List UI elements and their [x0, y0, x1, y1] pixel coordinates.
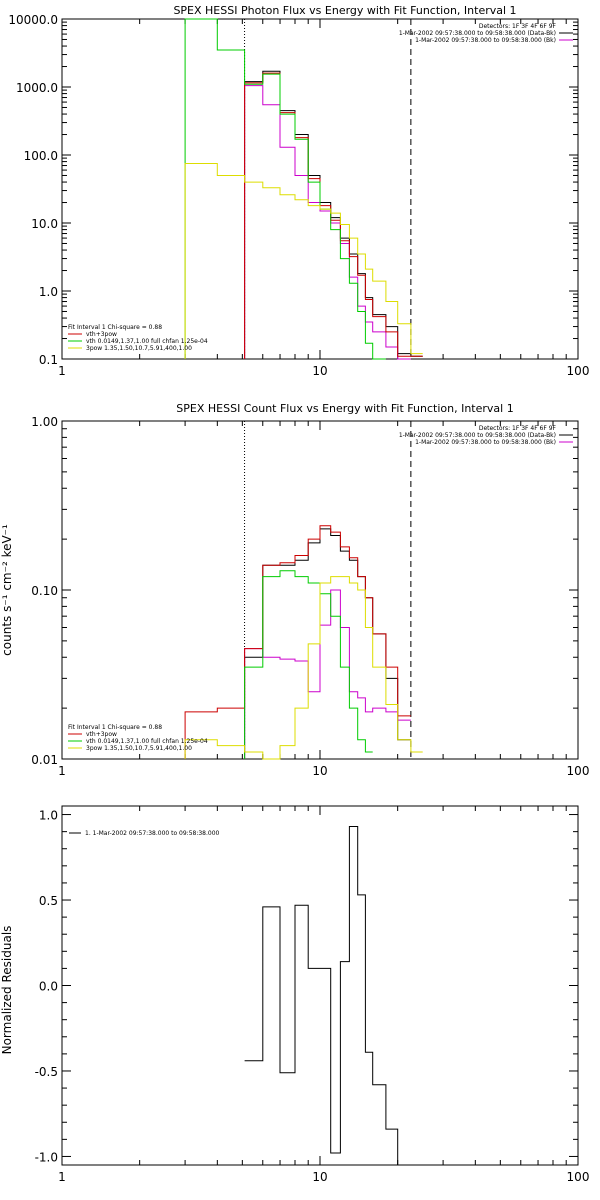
legend-entry-text: 1-Mar-2002 09:57:38.000 to 09:58:38.000 …: [399, 432, 556, 439]
y-tick-label: 0.5: [39, 894, 58, 908]
series-line-3pow: [184, 163, 423, 359]
x-tick-label: 1: [58, 1170, 66, 1184]
y-tick-label: 0.01: [31, 753, 58, 767]
x-tick-label: 10: [312, 764, 327, 778]
chart-title: SPEX HESSI Photon Flux vs Energy with Fi…: [173, 4, 516, 17]
y-tick-label: 0.10: [31, 584, 58, 598]
photon-flux-panel: SPEX HESSI Photon Flux vs Energy with Fi…: [8, 4, 589, 378]
plot-frame: [61, 805, 579, 1166]
y-axis-label: Normalized Residuals: [0, 926, 14, 1055]
x-tick-label: 100: [567, 764, 590, 778]
legend-entry-text: vth+3pow: [86, 331, 117, 338]
series-line-data-bk: [244, 70, 423, 359]
y-tick-label: 0.0: [39, 980, 58, 994]
residuals-panel: Normalized Residuals 1 10 100 -1.0 -0.5 0.0 0.…: [0, 805, 590, 1184]
legend-entry-text: 3pow 1.35,1.50,10.7,5.91,400,1.00: [86, 745, 192, 752]
y-tick-label: 1.0: [39, 809, 58, 823]
y-tick-label: -1.0: [35, 1150, 58, 1164]
y-tick-label: -0.5: [35, 1065, 58, 1079]
x-tick-label: 1: [58, 764, 66, 778]
y-tick-label: 1.0: [39, 285, 58, 299]
legend-header: Fit Interval 1 Chi-square = 0.88: [68, 324, 162, 331]
y-tick-label: 0.1: [39, 353, 58, 367]
legend-entry-text: vth+3pow: [86, 731, 117, 738]
y-tick-label: 1000.0: [16, 81, 58, 95]
legend-entry-text: vth 0.0149,1.37,1.00 full chfan 1.25e-04: [86, 338, 208, 345]
legend-entry-text: 1-Mar-2002 09:57:38.000 to 09:58:38.000 …: [415, 37, 556, 44]
chart-title: SPEX HESSI Count Flux vs Energy with Fit…: [176, 402, 513, 415]
x-tick-label: 100: [567, 1170, 590, 1184]
legend-entry-text: Detectors: 1F 3F 4F 6F 9F: [479, 23, 557, 30]
y-tick-label: 10.0: [31, 217, 58, 231]
y-tick-label: 100.0: [24, 149, 58, 163]
legend-entry-text: 1. 1-Mar-2002 09:57:38.000 to 09:58:38.0…: [85, 830, 220, 837]
y-tick-label: 10000.0: [8, 13, 58, 27]
series-line-bk: [244, 589, 411, 759]
x-tick-label: 10: [312, 1170, 327, 1184]
legend-entry-text: Detectors: 1F 3F 4F 6F 9F: [479, 425, 557, 432]
x-tick-label: 10: [312, 364, 327, 378]
x-tick-label: 100: [567, 364, 590, 378]
y-axis-label: counts s⁻¹ cm⁻² keV⁻¹: [0, 524, 14, 656]
y-tick-label: 1.00: [31, 415, 58, 429]
series-line-vth-3pow: [184, 525, 411, 759]
legend-entry-text: 1-Mar-2002 09:57:38.000 to 09:58:38.000 …: [399, 30, 556, 37]
series-line-3pow: [184, 576, 423, 760]
series-line-vth-3pow: [244, 72, 423, 359]
legend-entry-text: vth 0.0149,1.37,1.00 full chfan 1.25e-04: [86, 738, 208, 745]
legend-entry-text: 3pow 1.35,1.50,10.7,5.91,400,1.00: [86, 345, 192, 352]
count-flux-panel: SPEX HESSI Count Flux vs Energy with Fit…: [0, 402, 589, 778]
legend-entry-text: 1-Mar-2002 09:57:38.000 to 09:58:38.000 …: [415, 439, 556, 446]
x-tick-label: 1: [58, 364, 66, 378]
series-line-1-1-mar-2002-09-57-38-000-to-09-58-38-000: [244, 826, 411, 1166]
legend-header: Fit Interval 1 Chi-square = 0.88: [68, 724, 162, 731]
series-line-vth: [184, 18, 386, 360]
